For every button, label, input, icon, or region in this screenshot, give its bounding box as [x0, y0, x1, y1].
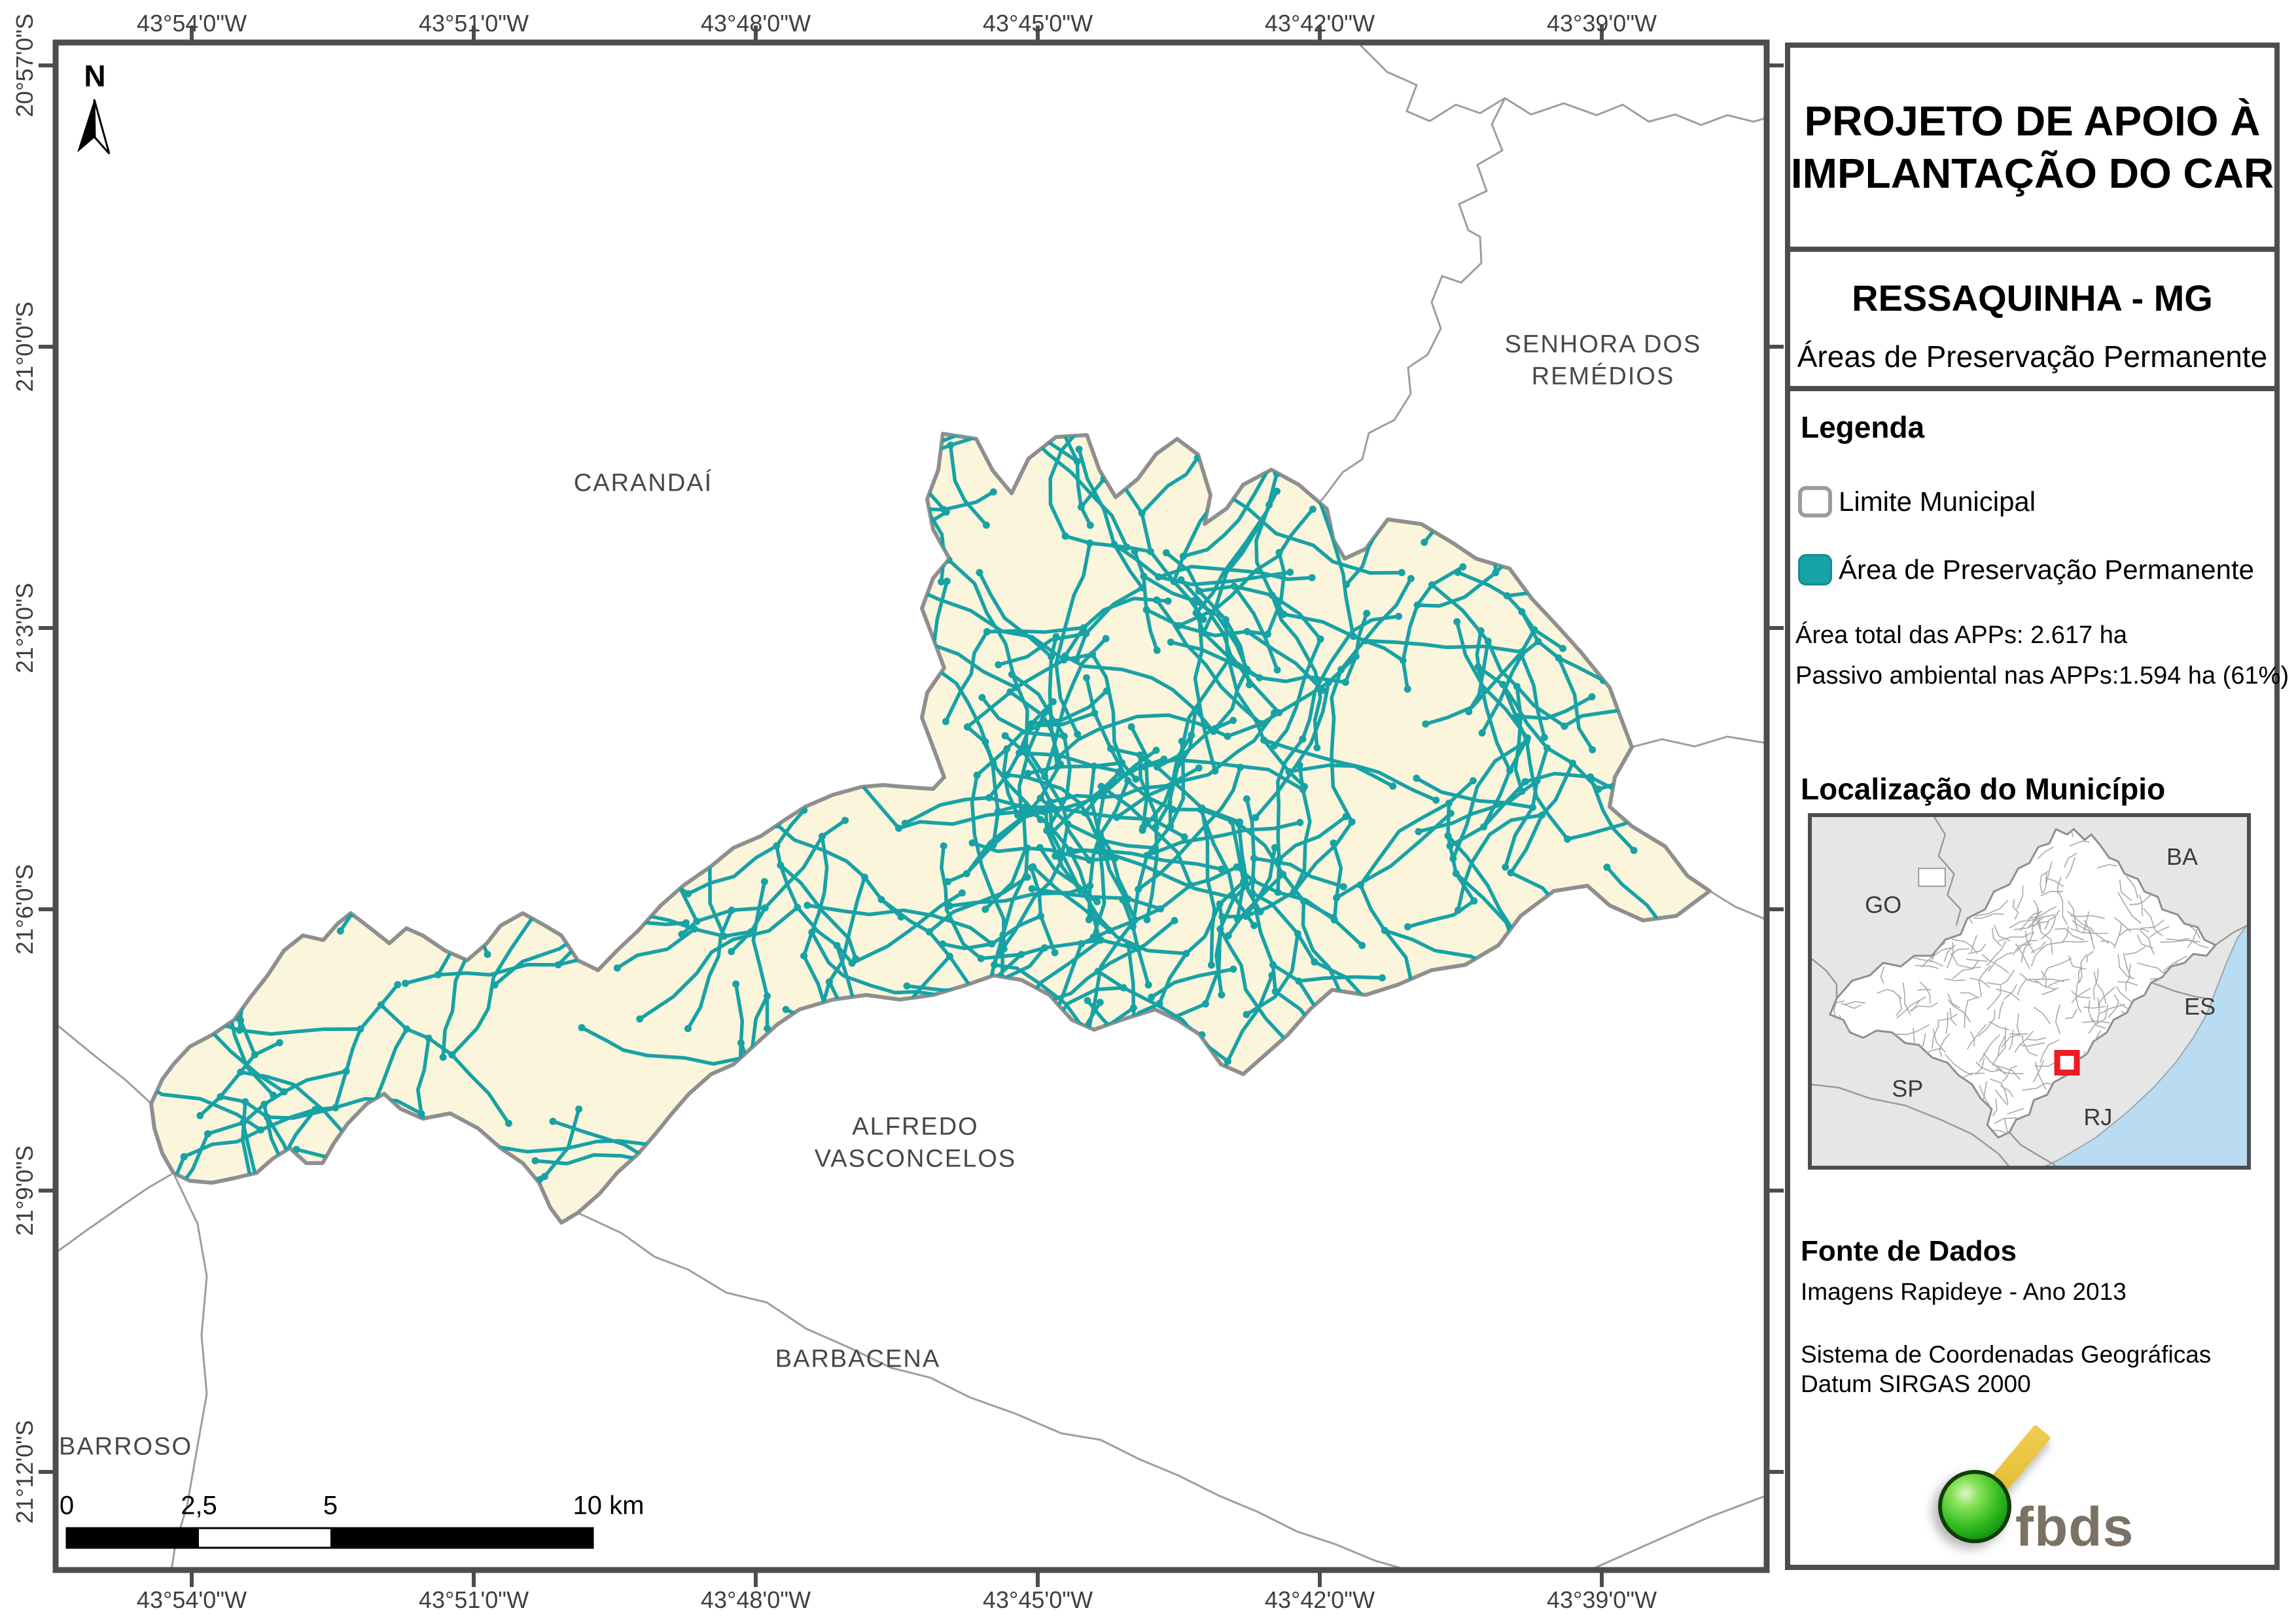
latitude-label-left: 21°9'0"S: [11, 1145, 38, 1236]
neighbor-municipality-label: BARROSO: [58, 1433, 193, 1461]
longitude-label-top: 43°39'0"W: [1546, 10, 1657, 37]
project-title: PROJETO DE APOIO À IMPLANTAÇÃO DO CAR: [1790, 97, 2274, 197]
longitude-label-bottom: 43°39'0"W: [1546, 1586, 1657, 1613]
legend-heading: Legenda: [1801, 410, 1925, 444]
inset-state-label: ES: [2184, 993, 2216, 1020]
latitude-label-left: 21°0'0"S: [11, 301, 38, 393]
neighbor-municipality-label: SENHORA DOS REMÉDIOS: [1504, 330, 1702, 391]
inset-state-label: BA: [2166, 843, 2198, 870]
app-swatch: [1798, 554, 1832, 585]
neighbor-municipality-label: ALFREDO VASCONCELOS: [814, 1113, 1017, 1173]
neighbor-municipality-label: BARBACENA: [775, 1345, 941, 1373]
legend-item-label: Limite Municipal: [1839, 486, 2036, 517]
longitude-label-bottom: 43°51'0"W: [418, 1586, 529, 1613]
longitude-label-top: 43°51'0"W: [418, 10, 529, 37]
longitude-label-top: 43°54'0"W: [136, 10, 247, 37]
source-line: Sistema de Coordenadas Geográficas: [1801, 1341, 2212, 1368]
legend-item-label: Área de Preservação Permanente: [1839, 554, 2255, 585]
source-line: Datum SIRGAS 2000: [1801, 1370, 2031, 1397]
source-line: Imagens Rapideye - Ano 2013: [1801, 1278, 2127, 1305]
neighbor-municipality-label: CARANDAÍ: [573, 469, 713, 497]
latitude-label-left: 21°3'0"S: [11, 582, 38, 674]
source-heading: Fonte de Dados: [1801, 1235, 2017, 1267]
subtitle-section: RESSAQUINHA - MG Áreas de Preservação Pe…: [1790, 252, 2274, 391]
longitude-label-top: 43°42'0"W: [1264, 10, 1375, 37]
inset-state-label: RJ: [2083, 1104, 2112, 1130]
scalebar-label: 5: [323, 1491, 338, 1520]
panel-body: Legenda Limite Municipal Área de Preserv…: [1790, 391, 2289, 1565]
scalebar-label: 2,5: [181, 1491, 217, 1520]
app-total-area: Área total das APPs: 2.617 ha: [1795, 621, 2128, 649]
longitude-label-bottom: 43°54'0"W: [136, 1586, 247, 1613]
logo-globe-icon: [1938, 1470, 2011, 1543]
longitude-label-bottom: 43°42'0"W: [1264, 1586, 1375, 1613]
title-section: PROJETO DE APOIO À IMPLANTAÇÃO DO CAR: [1790, 48, 2274, 252]
longitude-label-top: 43°45'0"W: [982, 10, 1093, 37]
latitude-label-left: 21°12'0"S: [11, 1420, 38, 1524]
logo-wordmark: fbds: [2015, 1496, 2134, 1558]
legend-item-limite: Limite Municipal: [1798, 486, 2036, 517]
inset-state-label: SP: [1892, 1075, 1923, 1102]
longitude-label-bottom: 43°45'0"W: [982, 1586, 1093, 1613]
latitude-label-left: 21°6'0"S: [11, 864, 38, 955]
limite-municipal-swatch: [1798, 486, 1832, 517]
longitude-label-top: 43°48'0"W: [700, 10, 811, 37]
inset-state-label: GO: [1865, 892, 1901, 918]
latitude-label-left: 20°57'0"S: [11, 13, 38, 118]
logo-bar-icon: [1975, 1424, 2051, 1509]
location-inset-map: GO BA ES SP RJ: [1808, 813, 2251, 1170]
longitude-label-bottom: 43°48'0"W: [700, 1586, 811, 1613]
location-heading: Localização do Município: [1801, 772, 2166, 806]
info-panel: PROJETO DE APOIO À IMPLANTAÇÃO DO CAR RE…: [1785, 43, 2289, 1570]
scalebar-label: 10 km: [573, 1491, 645, 1520]
app-passivo: Passivo ambiental nas APPs:1.594 ha (61%…: [1795, 662, 2289, 689]
scalebar-label: 0: [59, 1491, 75, 1520]
north-arrow-label: N: [84, 59, 106, 93]
map-subject: Áreas de Preservação Permanente: [1797, 340, 2268, 374]
legend-item-app: Área de Preservação Permanente: [1798, 554, 2254, 585]
municipality-title: RESSAQUINHA - MG: [1852, 277, 2213, 319]
